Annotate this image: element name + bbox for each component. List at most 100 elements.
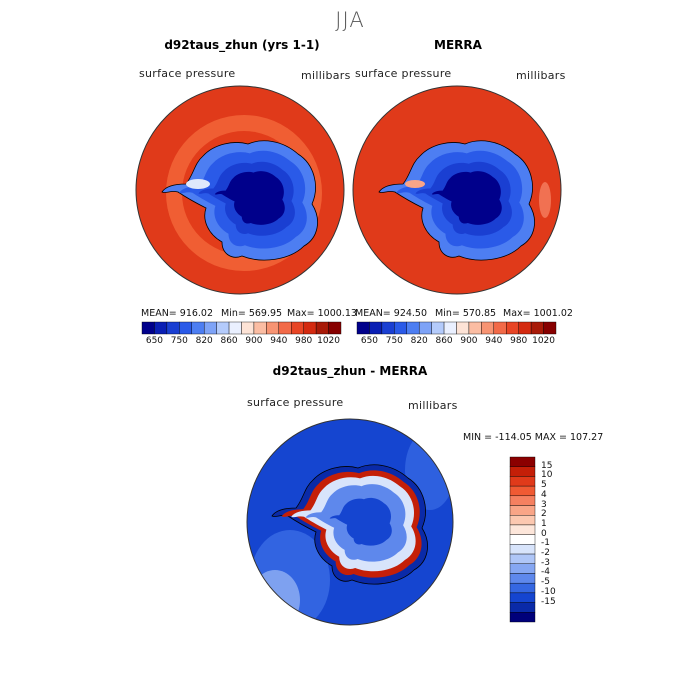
diff-map [246,418,454,626]
colorbar-swatch [456,321,470,335]
colorbar-swatch [141,321,155,335]
colorbar-swatch [381,321,395,335]
colorbar-1 [141,321,342,335]
diff-colorbar-tick-label: 4 [541,489,547,500]
colorbar-swatch [303,321,317,335]
colorbar-tick-label: 750 [170,336,188,346]
colorbar-swatch [266,321,280,335]
diff-colorbar-swatch [509,485,536,497]
diff-colorbar-tick-label: 1 [541,518,547,529]
panel-1-variable: surface pressure [139,67,236,80]
panel-1-title: d92taus_zhun (yrs 1-1) [164,38,320,52]
diff-colorbar-tick-label: 10 [541,470,553,481]
panel-1-min: Min= 569.95 [221,308,283,319]
colorbar-swatch [291,321,304,335]
diff-variable: surface pressure [247,396,344,409]
diff-colorbar-tick-label: -10 [541,586,556,597]
colorbar-swatch [166,321,180,335]
panel-2-variable: surface pressure [355,67,452,80]
diff-colorbar-swatch [509,515,536,526]
diff-colorbar-swatch [509,544,536,555]
colorbar-swatch [191,321,205,335]
colorbar-swatch [216,321,230,335]
diff-colorbar-swatch [509,466,536,477]
diff-colorbar-tick-label: -2 [541,548,550,559]
panel-1-map [135,85,345,295]
diff-colorbar-swatch [509,602,536,613]
colorbar-tick-label: 750 [385,336,403,346]
colorbar-swatch [468,321,482,335]
diff-colorbar-swatch [509,573,536,584]
panel-2-title: MERRA [434,38,482,52]
colorbar-swatch [406,321,420,335]
diff-colorbar-tick-label: -5 [541,577,550,588]
diff-colorbar-swatch [509,582,536,594]
diff-colorbar-swatch [509,534,536,545]
colorbar-tick-label: 820 [195,336,213,346]
diff-colorbar-tick-label: 15 [541,460,553,471]
colorbar-swatch [241,321,255,335]
colorbar-swatch [431,321,445,335]
panel-2-max: Max= 1001.02 [503,308,573,319]
colorbar-tick-label: 980 [295,336,313,346]
colorbar-swatch [506,321,519,335]
colorbar-tick-label: 900 [245,336,263,346]
colorbar-tick-label: 1020 [532,336,556,346]
colorbar-swatch [518,321,532,335]
colorbar-swatch [228,321,242,335]
colorbar-tick-label: 650 [360,336,379,346]
diff-colorbar-swatch [509,612,536,623]
diff-colorbar-tick-label: 3 [541,499,547,510]
diff-colorbar-swatch [509,505,536,516]
panel-1-mean: MEAN= 916.02 [141,308,214,319]
colorbar-swatch [481,321,495,335]
colorbar-swatch [394,321,407,335]
colorbar-tick-label: 900 [460,336,478,346]
colorbar-swatch [356,321,370,335]
diff-colorbar-swatch [509,456,536,467]
colorbar-swatch [543,321,557,335]
diff-colorbar [509,456,536,623]
panel-2-units: millibars [516,69,566,82]
colorbar-tick-label: 980 [510,336,528,346]
panel-1-units: millibars [301,69,351,82]
panel-2-min: Min= 570.85 [435,308,497,319]
diff-units: millibars [408,399,458,412]
colorbar-swatch [203,321,217,335]
diff-colorbar-tick-label: 5 [541,480,547,491]
diff-colorbar-tick-label: -15 [541,596,556,607]
colorbar-tick-label: 860 [220,336,238,346]
colorbar-swatch [328,321,342,335]
colorbar-swatch [315,321,329,335]
colorbar-swatch [369,321,383,335]
colorbar-tick-label: 650 [145,336,164,346]
panel-2-map [352,85,562,295]
colorbar-tick-label: 940 [485,336,503,346]
panel-2-mean: MEAN= 924.50 [355,308,428,319]
diff-colorbar-swatch [509,495,536,506]
colorbar-2 [356,321,557,335]
colorbar-swatch [443,321,457,335]
diff-colorbar-swatch [509,476,536,487]
colorbar-swatch [253,321,267,335]
colorbar-swatch [154,321,168,335]
diff-title: d92taus_zhun - MERRA [272,364,428,378]
season-title: JJA [335,8,365,32]
colorbar-swatch [530,321,544,335]
diff-colorbar-swatch [509,524,536,535]
diff-colorbar-tick-label: 2 [541,509,547,520]
panel-1-max: Max= 1000.13 [287,308,357,319]
diff-colorbar-tick-label: -3 [541,557,550,568]
colorbar-tick-label: 1020 [317,336,341,346]
colorbar-tick-label: 820 [410,336,428,346]
colorbar-swatch [493,321,507,335]
diff-colorbar-swatch [509,592,536,603]
diff-colorbar-tick-label: 0 [541,528,547,539]
colorbar-swatch [179,321,192,335]
colorbar-swatch [418,321,432,335]
colorbar-tick-label: 860 [435,336,453,346]
diff-colorbar-tick-label: -4 [541,567,550,578]
diff-colorbar-swatch [509,563,536,574]
diff-colorbar-tick-label: -1 [541,538,550,549]
